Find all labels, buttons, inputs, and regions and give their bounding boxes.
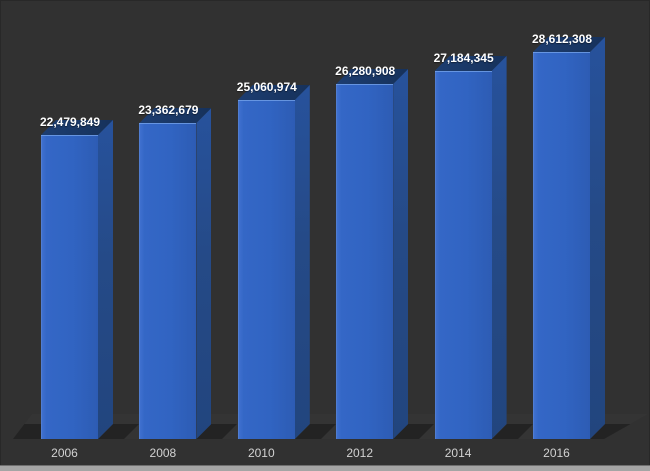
bar-top-face: [237, 85, 310, 100]
bar-2010[interactable]: 25,060,974: [237, 81, 310, 439]
data-label: 22,479,849: [39, 115, 101, 129]
bar-front-face: [533, 52, 590, 439]
category-label-2016: 2016: [543, 446, 570, 460]
category-label-2006: 2006: [51, 446, 78, 460]
data-label: 23,362,679: [138, 103, 199, 117]
bar-side-face: [98, 120, 113, 439]
bar-side-face: [294, 85, 310, 439]
bar-front-face: [41, 135, 98, 439]
bar-top-face: [533, 37, 605, 52]
data-label: 25,060,974: [236, 80, 297, 94]
bar-2008[interactable]: 23,362,679: [138, 104, 212, 439]
bar-top-face: [336, 69, 409, 84]
data-label: 26,280,908: [335, 64, 396, 78]
bar-side-face: [590, 37, 605, 439]
category-label-2012: 2012: [346, 446, 374, 460]
bar-2012[interactable]: 26,280,908: [335, 65, 409, 439]
data-label: 28,612,308: [531, 32, 593, 46]
category-label-2014: 2014: [444, 446, 472, 460]
bar-front-face: [237, 100, 295, 439]
bottom-edge-strip: [0, 465, 650, 471]
data-label: 27,184,345: [433, 51, 494, 65]
bar-front-face: [336, 84, 394, 439]
bar-side-face: [196, 108, 212, 439]
bar-front-face: [139, 123, 197, 439]
bar-top-face: [434, 56, 507, 71]
bar-2006[interactable]: 22,479,849: [40, 116, 113, 439]
bar-2016[interactable]: 28,612,308: [532, 33, 605, 439]
bar-side-face: [393, 69, 409, 439]
bar-side-face: [491, 56, 507, 439]
bar-front-face: [434, 71, 492, 439]
bar-top-face: [139, 108, 212, 123]
category-label-2008: 2008: [149, 446, 177, 460]
bar-2014[interactable]: 27,184,345: [434, 52, 507, 439]
category-label-2010: 2010: [247, 446, 275, 460]
bar-top-face: [41, 120, 113, 135]
